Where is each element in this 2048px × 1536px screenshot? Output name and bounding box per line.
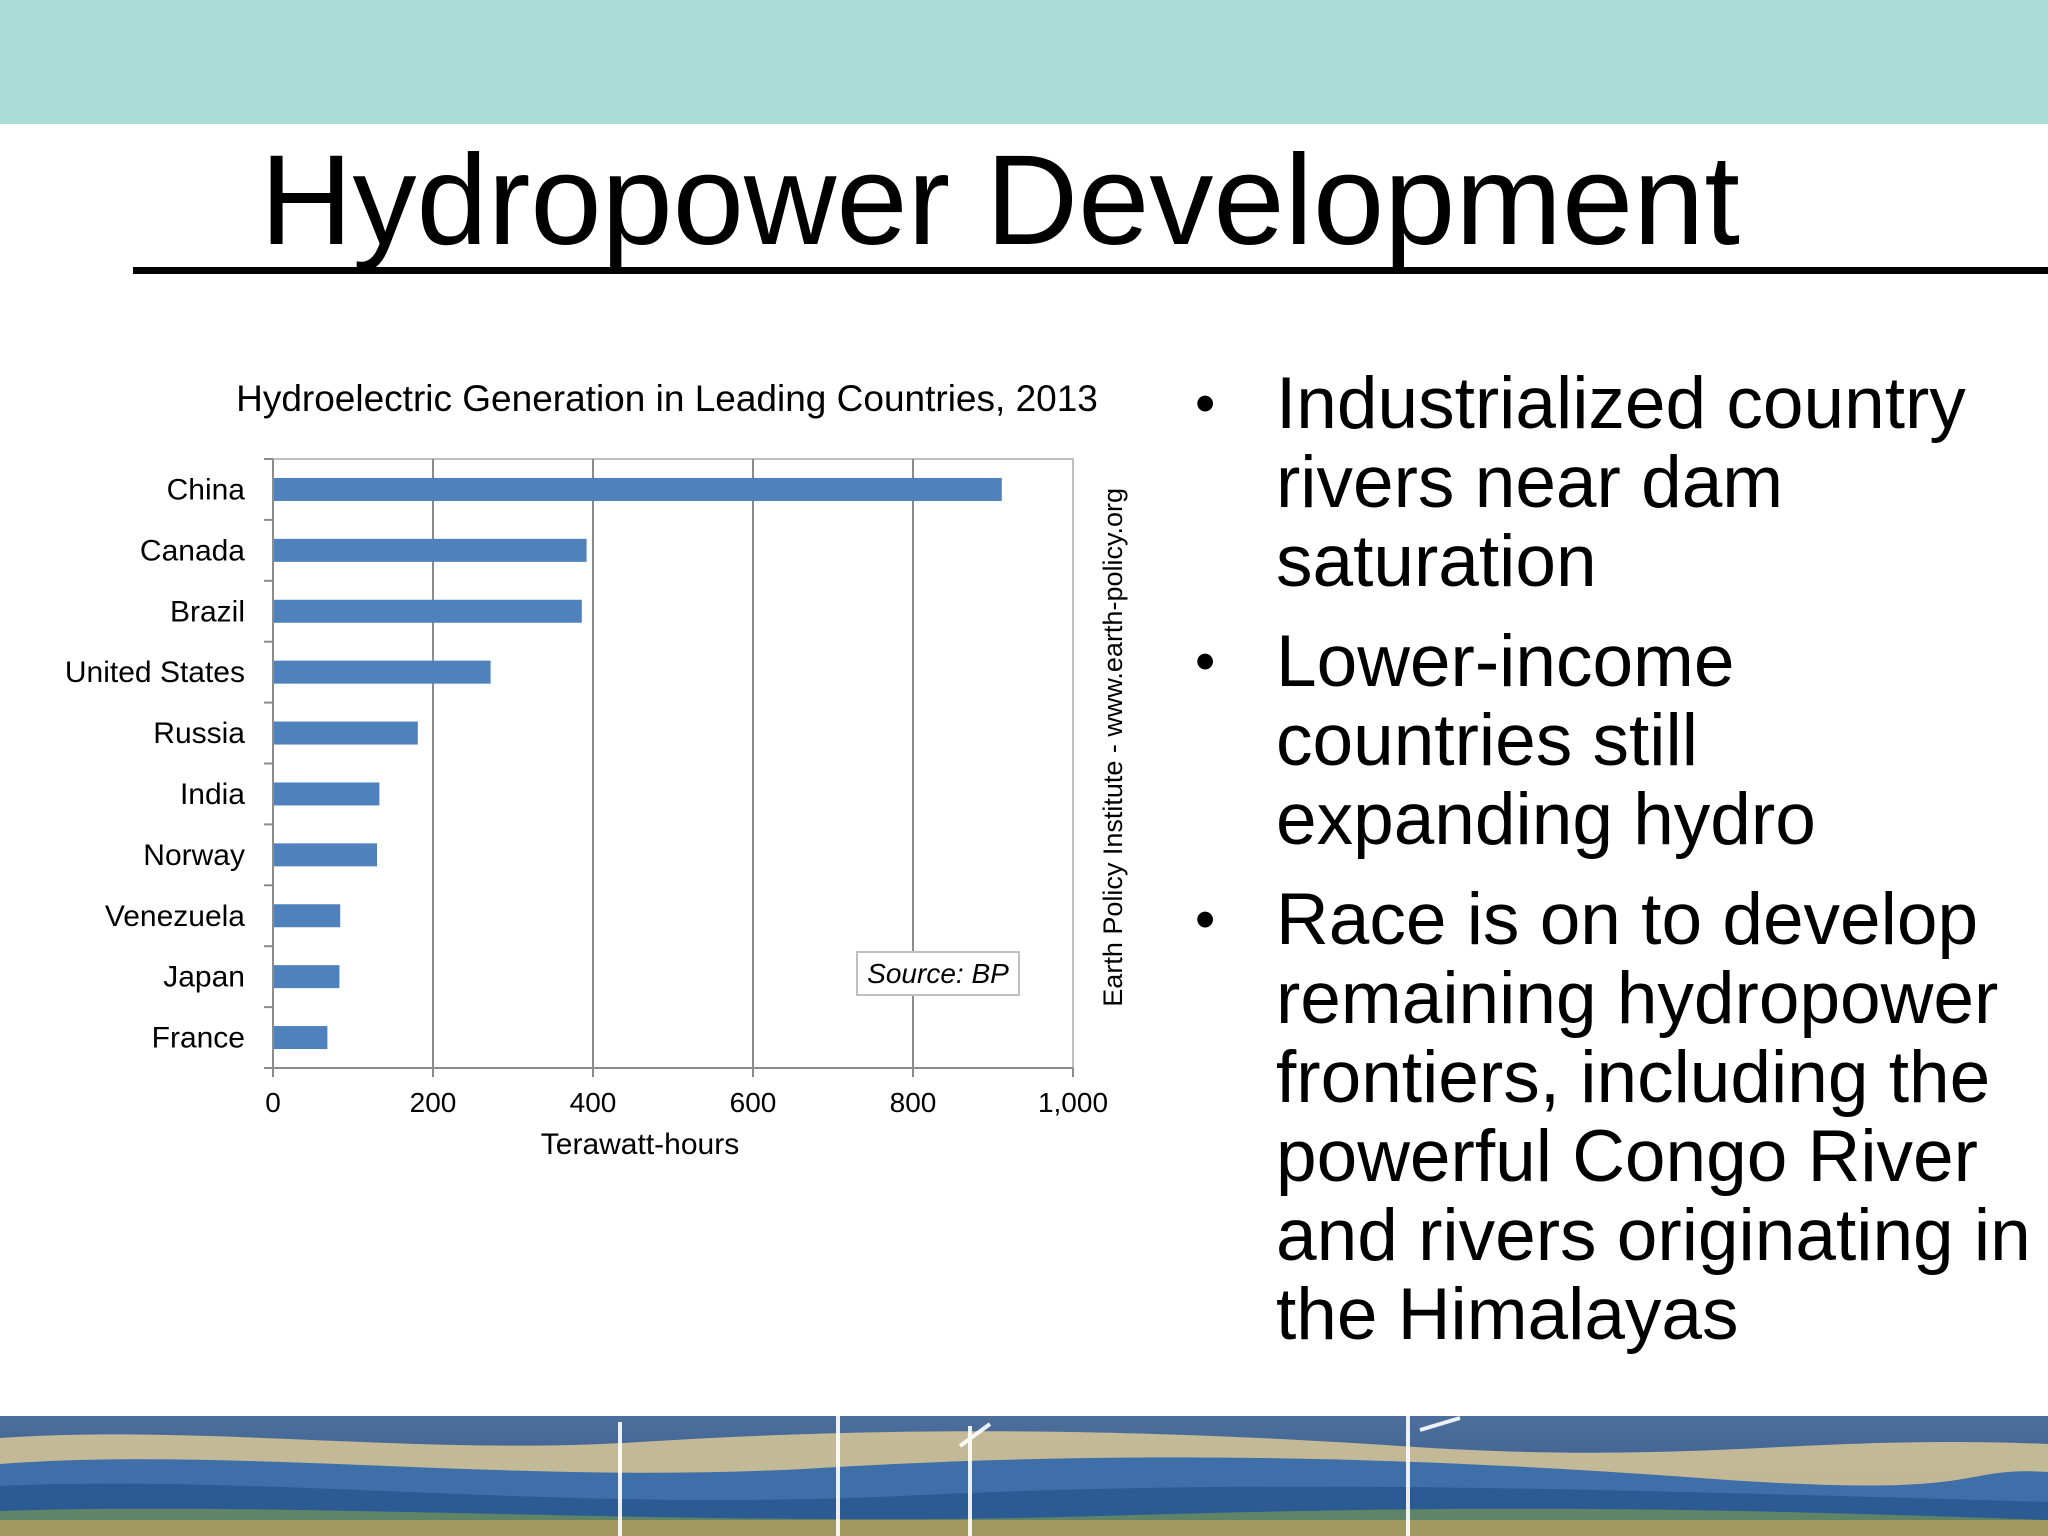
landscape-footer-image xyxy=(0,1416,2048,1536)
x-tick-label: 600 xyxy=(730,1087,777,1118)
y-category-label: China xyxy=(167,473,246,506)
y-category-label: Venezuela xyxy=(105,900,245,933)
landscape-illustration xyxy=(0,1416,2048,1536)
y-category-label: Russia xyxy=(153,717,245,750)
chart-title: Hydroelectric Generation in Leading Coun… xyxy=(236,378,1098,419)
x-tick-label: 0 xyxy=(265,1087,281,1118)
x-tick-label: 800 xyxy=(890,1087,937,1118)
bar-norway xyxy=(273,843,377,867)
slide-title: Hydropower Development xyxy=(0,126,2048,276)
chart-svg: Hydroelectric Generation in Leading Coun… xyxy=(65,378,1128,1161)
chart-labels: 0 200 400 600 800 1,000 China Canada Brazil Unite… xyxy=(65,473,1108,1118)
x-tick-label: 1,000 xyxy=(1038,1087,1108,1118)
y-category-label: Brazil xyxy=(170,595,245,628)
bar-japan xyxy=(273,965,340,989)
bullet-item: • Industrialized country rivers near dam … xyxy=(1195,364,2035,601)
slide-title-text: Hydropower Development xyxy=(260,129,1740,272)
bullet-dot: • xyxy=(1195,887,1216,952)
bar-venezuela xyxy=(273,904,341,928)
y-category-label: Japan xyxy=(163,961,245,994)
x-tick-label: 400 xyxy=(570,1087,617,1118)
chart-axes xyxy=(264,458,1074,1077)
bullet-list: • Industrialized country rivers near dam … xyxy=(1195,364,2035,1375)
bar-china xyxy=(273,477,1002,501)
bar-india xyxy=(273,782,380,806)
y-category-label: India xyxy=(180,778,245,811)
bullet-text: Industrialized country rivers near dam s… xyxy=(1276,363,1966,602)
bullet-dot: • xyxy=(1195,629,1216,694)
chart-credit: Earth Policy Institute - www.earth-polic… xyxy=(1098,488,1128,1007)
y-category-label: Canada xyxy=(140,534,245,567)
bar-brazil xyxy=(273,599,582,623)
x-axis-label: Terawatt-hours xyxy=(541,1128,739,1161)
bar-united-states xyxy=(273,660,491,684)
bullet-dot: • xyxy=(1195,371,1216,436)
y-category-label: United States xyxy=(65,656,245,689)
y-category-label: Norway xyxy=(143,839,245,872)
bullet-item: • Race is on to develop remaining hydropo… xyxy=(1195,880,2035,1354)
title-rule xyxy=(133,267,2048,274)
source-note: Source: BP xyxy=(867,958,1009,989)
hydro-chart: Hydroelectric Generation in Leading Coun… xyxy=(0,360,1160,1180)
chart-bars xyxy=(273,477,1002,1050)
bullet-item: • Lower-income countries still expanding … xyxy=(1195,622,2035,859)
bar-russia xyxy=(273,721,418,745)
source-note-box: Source: BP xyxy=(856,951,1020,996)
bullet-text: Lower-income countries still expanding h… xyxy=(1276,621,1816,860)
bar-canada xyxy=(273,538,587,562)
y-category-label: France xyxy=(152,1022,245,1055)
bullet-text: Race is on to develop remaining hydropow… xyxy=(1276,879,2031,1355)
x-tick-label: 200 xyxy=(410,1087,457,1118)
bar-france xyxy=(273,1026,328,1050)
top-band xyxy=(0,0,2048,124)
